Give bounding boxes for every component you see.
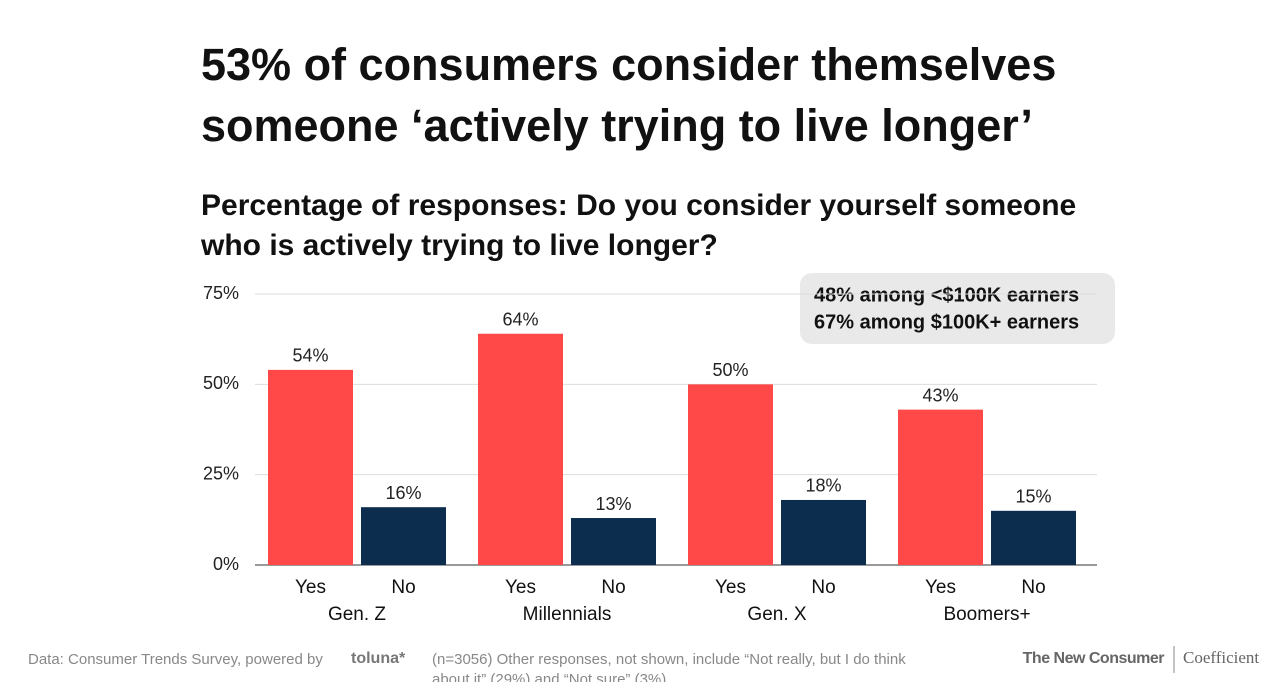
x-group-label: Boomers+ bbox=[943, 604, 1030, 625]
x-tick-label: No bbox=[391, 577, 415, 598]
bar bbox=[991, 510, 1076, 565]
y-tick-label: 0% bbox=[213, 554, 239, 574]
x-group-label: Gen. X bbox=[747, 604, 806, 625]
y-tick-label: 75% bbox=[203, 283, 239, 303]
source: Data: Consumer Trends Survey, powered by bbox=[28, 651, 323, 668]
annotation: 67% among $100K+ earners bbox=[814, 311, 1079, 333]
value-label: 50% bbox=[712, 360, 748, 380]
y-tick-label: 50% bbox=[203, 373, 239, 393]
x-tick-label: Yes bbox=[295, 577, 326, 598]
value-label: 16% bbox=[385, 483, 421, 503]
x-tick-label: No bbox=[811, 577, 835, 598]
x-group-label: Millennials bbox=[523, 604, 612, 625]
value-label: 64% bbox=[502, 309, 538, 329]
chart-subtitle: who is actively trying to live longer? bbox=[200, 229, 718, 262]
footnote: (n=3056) Other responses, not shown, inc… bbox=[432, 651, 906, 668]
chart-title: someone ‘actively trying to live longer’ bbox=[201, 100, 1033, 151]
annotation-box bbox=[800, 273, 1115, 344]
bar bbox=[688, 384, 773, 565]
value-label: 18% bbox=[805, 476, 841, 496]
bar bbox=[268, 369, 353, 565]
x-tick-label: No bbox=[601, 577, 625, 598]
bar bbox=[478, 333, 563, 565]
bar bbox=[361, 507, 446, 565]
value-label: 43% bbox=[922, 385, 958, 405]
brand-logo: The New Consumer bbox=[1023, 650, 1165, 667]
x-tick-label: No bbox=[1021, 577, 1045, 598]
y-tick-label: 25% bbox=[203, 463, 239, 483]
footnote: about it” (29%) and “Not sure” (3%) bbox=[432, 671, 666, 682]
annotation: 48% among <$100K earners bbox=[814, 284, 1079, 306]
chart-subtitle: Percentage of responses: Do you consider… bbox=[201, 189, 1076, 222]
value-label: 13% bbox=[595, 494, 631, 514]
x-tick-label: Yes bbox=[715, 577, 746, 598]
x-group-label: Gen. Z bbox=[328, 604, 386, 625]
bar bbox=[781, 499, 866, 565]
x-tick-label: Yes bbox=[925, 577, 956, 598]
chart-title: 53% of consumers consider themselves bbox=[201, 39, 1056, 90]
bar bbox=[898, 409, 983, 565]
brand-logo: Coefficient bbox=[1183, 648, 1259, 667]
x-tick-label: Yes bbox=[505, 577, 536, 598]
bar bbox=[571, 518, 656, 565]
source-logo: toluna* bbox=[351, 650, 406, 667]
value-label: 15% bbox=[1015, 487, 1051, 507]
value-label: 54% bbox=[292, 346, 328, 366]
